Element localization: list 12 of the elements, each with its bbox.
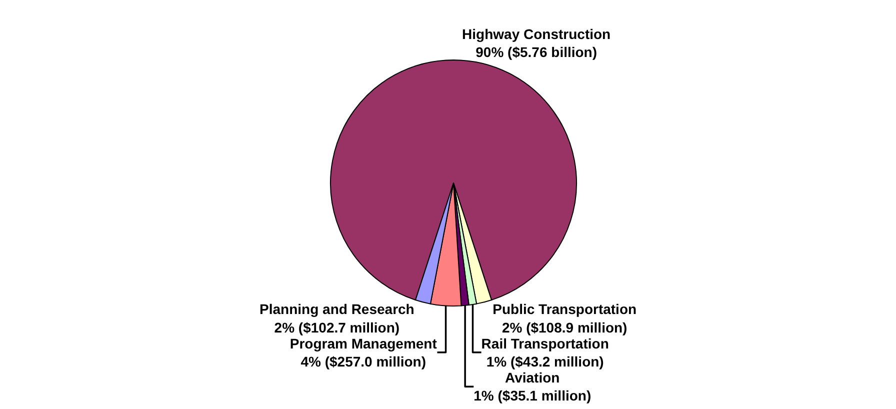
slice-label: Planning and Research [260,301,414,318]
data-label: 1% ($43.2 million) [486,353,604,370]
data-label: 2% ($108.9 million) [502,319,628,336]
slice-label: Aviation [505,369,560,386]
data-label: 1% ($35.1 million) [474,388,592,404]
data-label: 2% ($102.7 million) [274,319,400,336]
data-label: 90% ($5.76 billion) [476,44,598,60]
slice-label: Program Management [290,335,438,352]
data-label: 4% ($257.0 million) [300,353,426,370]
slice-label: Public Transportation [492,301,637,318]
slice-label: Highway Construction [462,26,611,42]
slice-label: Rail Transportation [481,335,609,352]
